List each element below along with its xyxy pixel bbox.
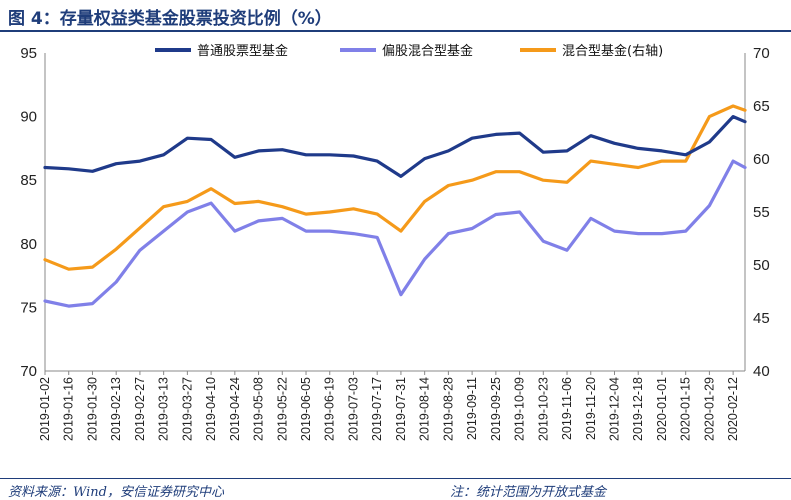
x-tick-label: 2019-04-24 [228, 377, 242, 441]
series-line-1 [43, 159, 747, 308]
x-tick-label: 2019-10-09 [513, 377, 527, 441]
x-tick-label: 2019-07-31 [394, 377, 408, 441]
x-tick-label: 2019-10-23 [536, 377, 550, 441]
x-tick-label: 2019-11-06 [560, 377, 574, 440]
x-tick-label: 2019-04-10 [204, 377, 218, 441]
legend-label-1: 偏股混合型基金 [382, 43, 473, 59]
x-tick-label: 2019-11-20 [584, 377, 598, 440]
y-right-tick-label: 45 [753, 310, 770, 327]
x-tick-label: 2019-02-27 [133, 377, 147, 441]
x-tick-label: 2020-01-15 [679, 377, 693, 441]
x-tick-label: 2019-03-27 [180, 377, 194, 441]
y-right-tick-label: 55 [753, 204, 770, 221]
x-tick-label: 2019-06-19 [323, 377, 337, 441]
y-right-tick-label: 70 [753, 45, 770, 62]
y-left-tick-label: 80 [20, 236, 37, 253]
legend-label-0: 普通股票型基金 [197, 43, 288, 59]
series-line-0 [43, 114, 747, 178]
y-left-tick-label: 95 [20, 45, 37, 62]
x-tick-label: 2019-08-28 [441, 377, 455, 441]
x-tick-label: 2019-05-08 [252, 377, 266, 441]
x-tick-label: 2019-12-18 [631, 377, 645, 441]
y-left-tick-label: 90 [20, 109, 37, 126]
y-right-tick-label: 65 [753, 98, 770, 115]
y-right-tick-label: 60 [753, 151, 770, 168]
x-tick-label: 2020-01-01 [655, 377, 669, 441]
footer-rule [0, 478, 791, 479]
x-tick-label: 2019-06-05 [299, 377, 313, 441]
x-tick-label: 2019-09-25 [489, 377, 503, 441]
x-tick-label: 2019-01-30 [85, 377, 99, 441]
legend-label-2: 混合型基金(右轴) [562, 43, 663, 59]
title-rule [0, 30, 791, 32]
x-tick-label: 2019-07-03 [346, 377, 360, 441]
x-tick-label: 2019-01-02 [38, 377, 52, 441]
y-right-tick-label: 50 [753, 257, 770, 274]
x-tick-label: 2019-12-04 [607, 377, 621, 441]
line-chart: 70 75 80 85 90 95 40 45 50 55 60 65 70 2019-01-02 20… [20, 43, 770, 441]
footnote: 注：统计范围为开放式基金 [450, 485, 607, 500]
x-tick-label: 2020-02-12 [726, 377, 740, 441]
figure-title: 图 4：存量权益类基金股票投资比例（%） [8, 9, 332, 29]
x-tick-label: 2019-02-13 [109, 377, 123, 441]
y-left-tick-label: 85 [20, 172, 37, 189]
x-tick-label: 2020-01-29 [702, 377, 716, 441]
x-tick-label: 2019-05-22 [275, 377, 289, 441]
y-left-tick-label: 75 [20, 299, 37, 316]
x-tick-label: 2019-09-11 [465, 377, 479, 440]
y-left-tick-label: 70 [20, 363, 37, 380]
x-tick-label: 2019-08-14 [418, 377, 432, 441]
y-right-tick-label: 40 [753, 363, 770, 380]
x-tick-label: 2019-03-13 [157, 377, 171, 441]
series-line-2 [43, 104, 747, 271]
source-note: 资料来源：Wind，安信证券研究中心 [8, 485, 224, 500]
x-tick-label: 2019-01-16 [62, 377, 76, 441]
x-tick-label: 2019-07-17 [370, 377, 384, 441]
